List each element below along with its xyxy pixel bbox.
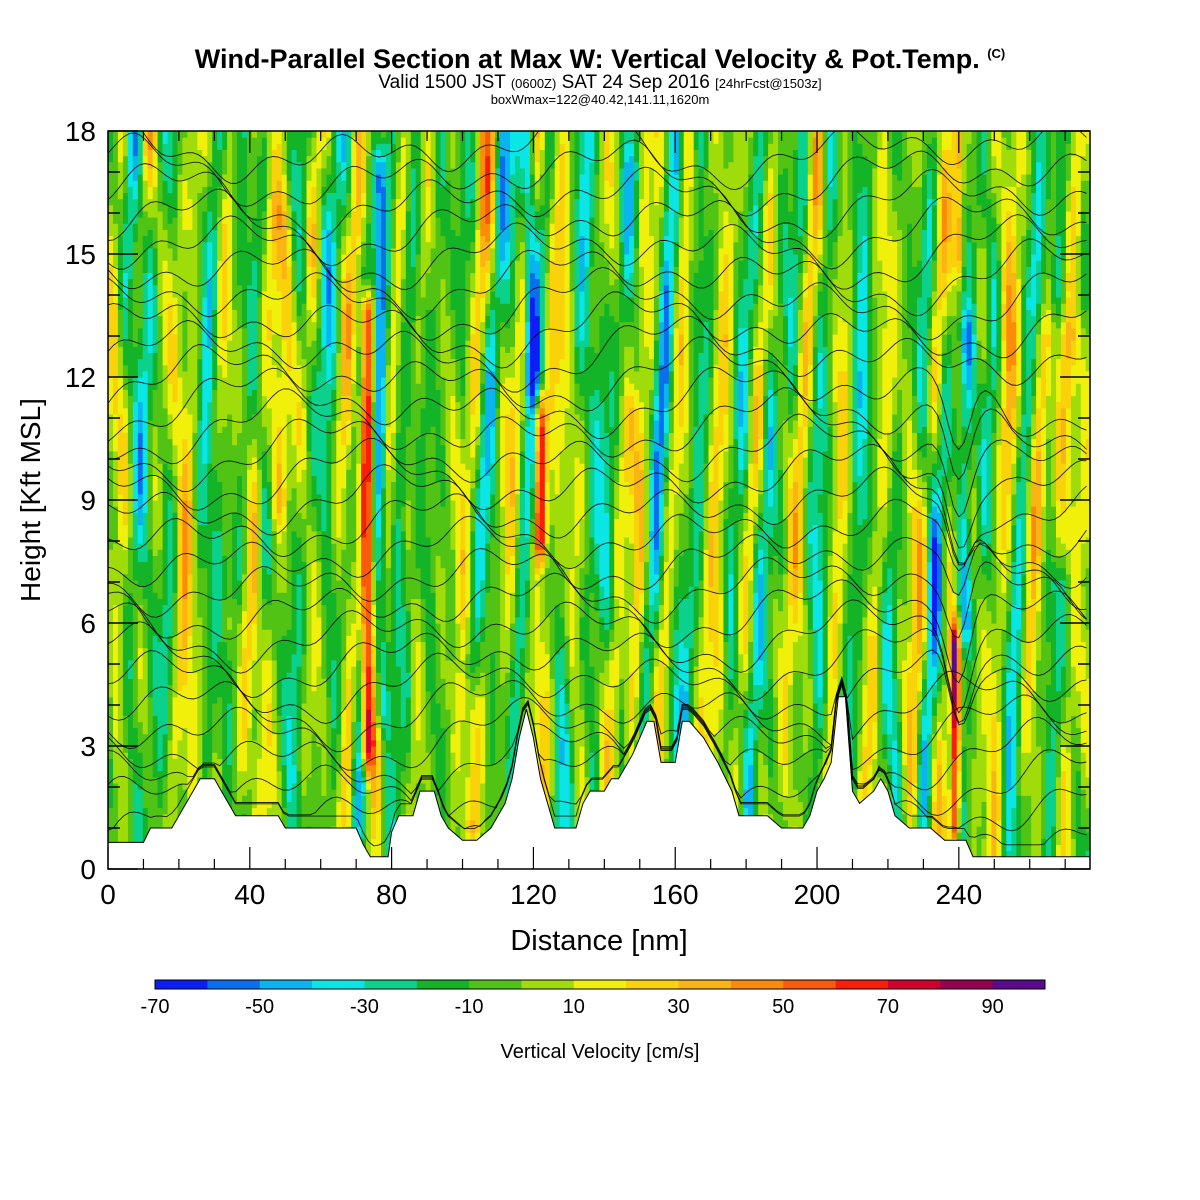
colorbar-tick-label: -10 <box>455 996 484 1018</box>
theta-contour <box>108 188 1087 270</box>
colorbar-swatch <box>364 980 418 989</box>
y-tick-label: 18 <box>65 116 96 147</box>
title-copyright: (C) <box>987 46 1006 61</box>
colorbar-swatch <box>573 980 627 989</box>
theta-contour <box>108 366 1087 481</box>
theta-contour <box>108 599 1087 714</box>
valid-date: SAT 24 Sep 2016 <box>561 72 710 93</box>
y-tick-label: 3 <box>80 731 96 762</box>
colorbar-swatch <box>678 980 732 989</box>
plot-area <box>108 131 1090 869</box>
valid-utc: (0600Z) <box>510 76 557 91</box>
theta-contour <box>108 437 1087 564</box>
theta-contour <box>108 670 1087 753</box>
theta-contour <box>108 680 1087 818</box>
theta-contour <box>108 678 1087 771</box>
colorbar-swatch <box>312 980 365 989</box>
x-tick-label: 40 <box>234 879 265 910</box>
theta-contour <box>108 336 1087 451</box>
theta-contour <box>108 464 1087 566</box>
colorbar-swatch <box>783 980 836 989</box>
colorbar-swatch <box>835 980 889 989</box>
theta-contour <box>108 515 1087 611</box>
theta-contour <box>108 387 1087 518</box>
x-tick-label: 240 <box>935 879 982 910</box>
theta-contour <box>108 132 1087 217</box>
colorbar-swatch <box>992 980 1046 989</box>
colorbar-swatch <box>626 980 679 989</box>
x-tick-label: 120 <box>510 879 557 910</box>
colorbar-frame <box>154 979 1046 990</box>
colorbar-swatch <box>416 980 470 989</box>
colorbar: -70 -50 -30 -10 10 30 50 70 90 <box>141 979 1046 1018</box>
colorbar-tick-label: -50 <box>245 996 274 1018</box>
colorbar-swatch <box>259 980 313 989</box>
y-axis-label: Height [Kft MSL] <box>15 398 46 602</box>
colorbar-tick-label: 50 <box>772 996 794 1018</box>
y-tick-label: 12 <box>65 362 96 393</box>
colorbar-tick-label: 90 <box>981 996 1003 1018</box>
y-axis: 0 3 6 9 12 15 18 <box>65 116 1090 885</box>
theta-contour <box>108 315 1087 393</box>
terrain-mask <box>108 696 1090 869</box>
terrain-outline <box>108 696 1090 858</box>
theta-contour <box>108 493 1087 589</box>
y-tick-label: 9 <box>80 485 96 516</box>
theta-contour <box>108 266 1087 341</box>
colorbar-swatch <box>887 980 941 989</box>
title-main: Wind-Parallel Section at Max W: Vertical… <box>194 44 980 74</box>
chart-subtitle: Valid 1500 JST (0600Z) SAT 24 Sep 2016 [… <box>0 72 1200 94</box>
box-info: boxWmax=122@40.42,141.11,1620m <box>490 92 710 107</box>
theta-contour <box>108 572 1087 684</box>
theta-contour <box>108 413 1087 549</box>
potential-temperature-contours <box>108 131 1087 847</box>
colorbar-swatch <box>469 980 522 989</box>
colorbar-swatch <box>730 980 784 989</box>
theta-contour <box>108 291 1087 369</box>
colorbar-tick-label: 30 <box>667 996 689 1018</box>
colorbar-swatch <box>155 980 208 989</box>
theta-contour <box>108 681 1087 832</box>
forecast-info: [24hrFcst@1503z] <box>715 76 822 91</box>
x-tick-label: 200 <box>794 879 841 910</box>
colorbar-swatch <box>207 980 261 989</box>
theta-contour <box>108 214 1087 291</box>
y-tick-label: 15 <box>65 239 96 270</box>
x-tick-label: 160 <box>652 879 699 910</box>
theta-contour <box>108 163 1087 240</box>
x-tick-label: 80 <box>376 879 407 910</box>
y-tick-label: 6 <box>80 608 96 639</box>
x-tick-label: 0 <box>100 879 116 910</box>
chart-title: Wind-Parallel Section at Max W: Vertical… <box>0 44 1200 75</box>
x-axis: 0 40 80 120 160 200 240 <box>100 131 1066 910</box>
colorbar-tick-label: 70 <box>877 996 899 1018</box>
theta-contour <box>108 238 1087 321</box>
theta-contour <box>108 621 1087 724</box>
valid-time: Valid 1500 JST <box>378 72 506 93</box>
theta-contour <box>108 649 1087 726</box>
velocity-field <box>108 131 1090 869</box>
colorbar-swatch <box>521 980 575 989</box>
x-axis-label: Distance [nm] <box>510 925 687 957</box>
y-tick-label: 0 <box>80 854 96 885</box>
theta-contour <box>108 683 1087 847</box>
theta-contour <box>108 548 1087 639</box>
colorbar-tick-label: -30 <box>350 996 379 1018</box>
colorbar-tick-label: 10 <box>563 996 585 1018</box>
colorbar-label: Vertical Velocity [cm/s] <box>501 1041 700 1063</box>
theta-contour <box>108 679 1087 795</box>
colorbar-swatch <box>940 980 993 989</box>
colorbar-tick-label: -70 <box>141 996 170 1018</box>
